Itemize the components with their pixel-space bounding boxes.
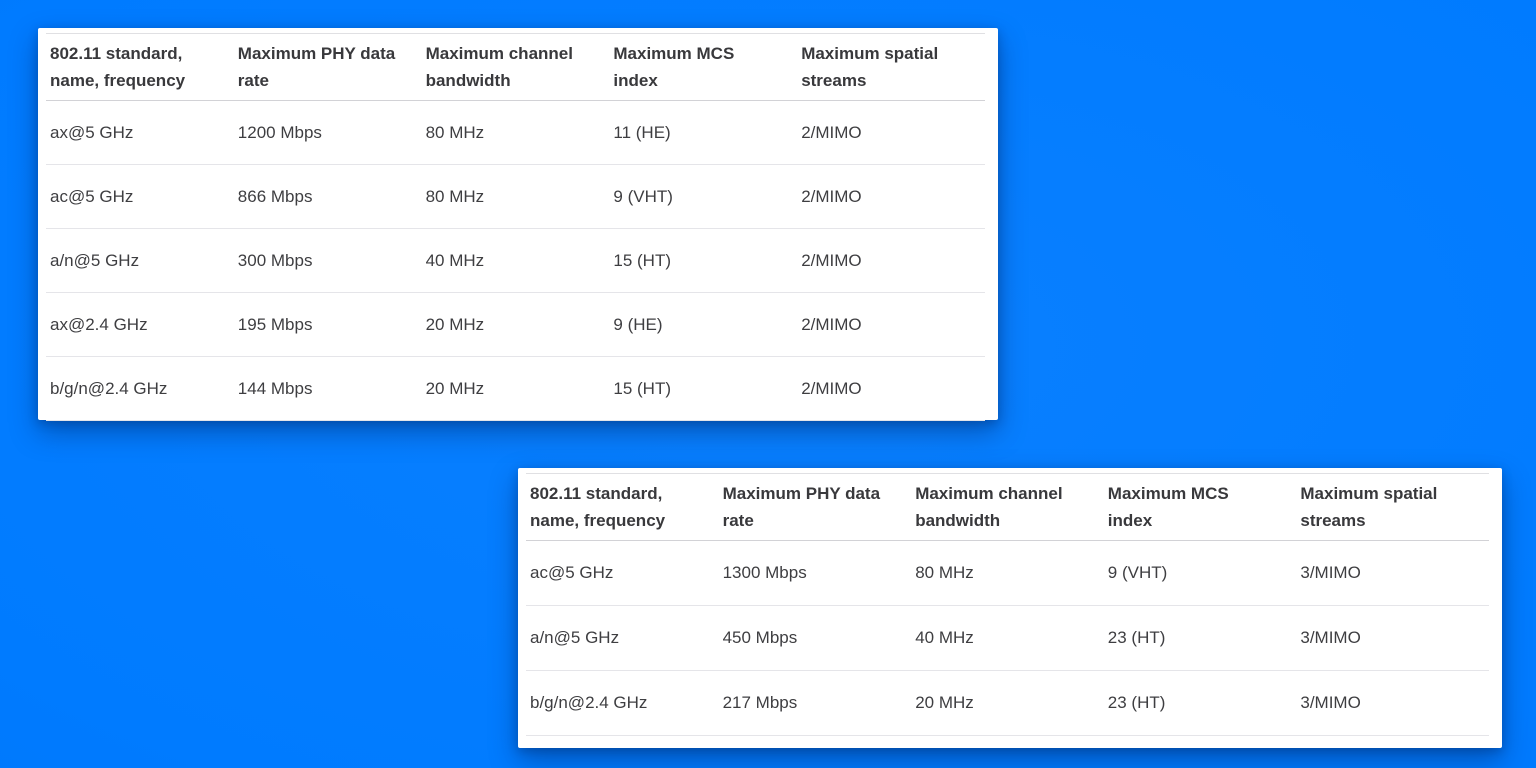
header-row: 802.11 standard, name, frequency Maximum … <box>526 473 1489 541</box>
table-cell: 20 MHz <box>421 292 610 357</box>
table-cell: 300 Mbps <box>233 228 422 293</box>
table-cell: 2/MIMO <box>797 228 985 293</box>
table-row: ac@5 GHz 1300 Mbps 80 MHz 9 (VHT) 3/MIMO <box>526 540 1489 606</box>
table-cell: 80 MHz <box>911 540 1104 606</box>
table-cell: 9 (VHT) <box>1103 540 1297 606</box>
table-cell: 9 (VHT) <box>609 164 798 229</box>
table-row: ax@5 GHz 1200 Mbps 80 MHz 11 (HE) 2/MIMO <box>46 100 985 165</box>
table-cell: 23 (HT) <box>1103 670 1297 736</box>
table-cell: 23 (HT) <box>1103 605 1297 671</box>
table-row: b/g/n@2.4 GHz 217 Mbps 20 MHz 23 (HT) 3/MIMO <box>526 670 1489 736</box>
wifi-2-stream-table-panel: 802.11 standard, name, frequency Maximum … <box>38 28 998 421</box>
table-row: ac@5 GHz 866 Mbps 80 MHz 9 (VHT) 2/MIMO <box>46 164 985 229</box>
table-row: a/n@5 GHz 300 Mbps 40 MHz 15 (HT) 2/MIMO <box>46 228 985 293</box>
table-cell: 195 Mbps <box>233 292 422 357</box>
column-header: 802.11 standard, name, frequency <box>46 33 234 101</box>
table-cell: ac@5 GHz <box>526 540 719 606</box>
table-cell: ax@5 GHz <box>46 100 234 165</box>
table-cell: 15 (HT) <box>609 228 798 293</box>
table-cell: 1200 Mbps <box>233 100 422 165</box>
column-header: Maximum channel bandwidth <box>911 473 1104 541</box>
table-cell: 866 Mbps <box>233 164 422 229</box>
table-cell: 3/MIMO <box>1296 540 1489 606</box>
table-cell: 217 Mbps <box>718 670 912 736</box>
table-cell: 40 MHz <box>421 228 610 293</box>
column-header: Maximum MCS index <box>609 33 798 101</box>
table-cell: 80 MHz <box>421 100 610 165</box>
table-cell: a/n@5 GHz <box>526 605 719 671</box>
column-header: 802.11 standard, name, frequency <box>526 473 719 541</box>
column-header: Maximum PHY data rate <box>233 33 422 101</box>
table-cell: 15 (HT) <box>609 356 798 421</box>
column-header: Maximum channel bandwidth <box>421 33 610 101</box>
table-cell: 450 Mbps <box>718 605 912 671</box>
table-cell: b/g/n@2.4 GHz <box>46 356 234 421</box>
column-header: Maximum MCS index <box>1103 473 1297 541</box>
table-cell: 20 MHz <box>911 670 1104 736</box>
table-cell: 3/MIMO <box>1296 670 1489 736</box>
table-cell: 2/MIMO <box>797 164 985 229</box>
table-cell: 144 Mbps <box>233 356 422 421</box>
table-cell: 1300 Mbps <box>718 540 912 606</box>
table-row: a/n@5 GHz 450 Mbps 40 MHz 23 (HT) 3/MIMO <box>526 605 1489 671</box>
table-cell: 9 (HE) <box>609 292 798 357</box>
column-header: Maximum spatial streams <box>797 33 985 101</box>
table-cell: 40 MHz <box>911 605 1104 671</box>
table-cell: b/g/n@2.4 GHz <box>526 670 719 736</box>
table-row: ax@2.4 GHz 195 Mbps 20 MHz 9 (HE) 2/MIMO <box>46 292 985 357</box>
table-cell: 2/MIMO <box>797 292 985 357</box>
table-cell: 20 MHz <box>421 356 610 421</box>
table-cell: 2/MIMO <box>797 356 985 421</box>
table-row: b/g/n@2.4 GHz 144 Mbps 20 MHz 15 (HT) 2/MIMO <box>46 356 985 421</box>
table-cell: ac@5 GHz <box>46 164 234 229</box>
header-row: 802.11 standard, name, frequency Maximum … <box>46 33 985 101</box>
table-cell: a/n@5 GHz <box>46 228 234 293</box>
table-cell: 11 (HE) <box>609 100 798 165</box>
table-cell: 3/MIMO <box>1296 605 1489 671</box>
table-cell: ax@2.4 GHz <box>46 292 234 357</box>
wifi-3-stream-spec-table: 802.11 standard, name, frequency Maximum … <box>526 473 1489 736</box>
table-cell: 80 MHz <box>421 164 610 229</box>
column-header: Maximum spatial streams <box>1296 473 1489 541</box>
table-cell: 2/MIMO <box>797 100 985 165</box>
wifi-3-stream-table-panel: 802.11 standard, name, frequency Maximum … <box>518 468 1502 748</box>
column-header: Maximum PHY data rate <box>718 473 912 541</box>
wifi-2-stream-spec-table: 802.11 standard, name, frequency Maximum … <box>46 33 985 421</box>
